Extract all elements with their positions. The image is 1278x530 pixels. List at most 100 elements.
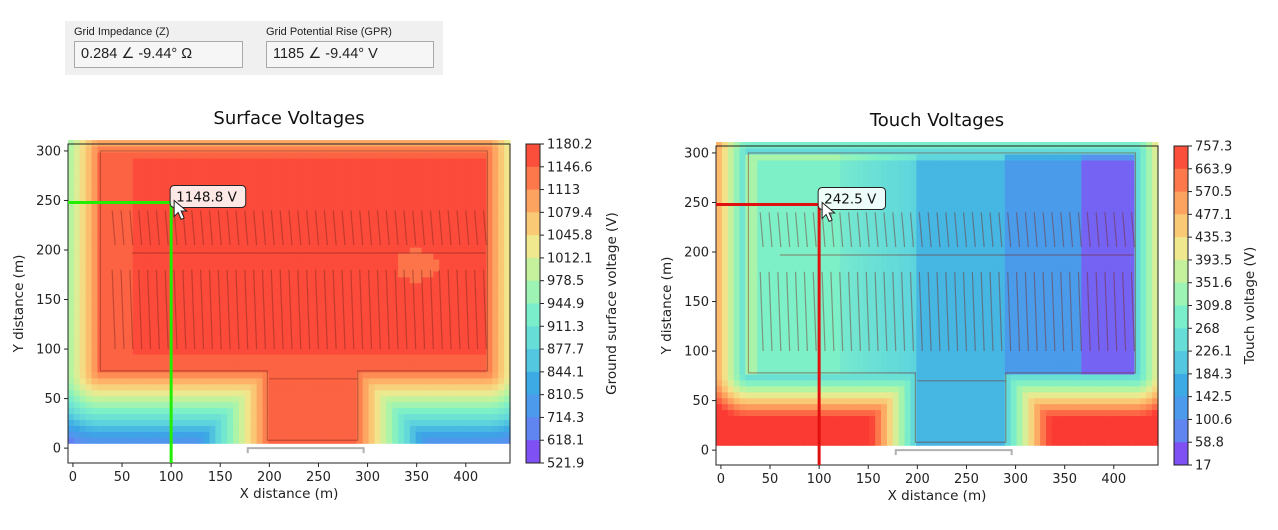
heatmap-cell xyxy=(126,229,134,236)
heatmap-cell xyxy=(792,308,800,316)
heatmap-cell xyxy=(769,189,776,197)
heatmap-cell xyxy=(386,169,393,177)
heatmap-cell xyxy=(780,290,788,298)
heatmap-cell xyxy=(368,389,376,397)
heatmap-cell xyxy=(392,330,399,337)
heatmap-cell xyxy=(739,272,747,280)
heatmap-cell xyxy=(415,342,423,349)
heatmap-cell xyxy=(409,342,417,349)
heatmap-cell xyxy=(274,163,281,171)
heatmap-cell xyxy=(150,169,157,177)
impedance-value-field[interactable]: 0.284 ∠ -9.44° Ω xyxy=(74,41,243,68)
heatmap-cell xyxy=(262,330,269,337)
heatmap-cell xyxy=(409,223,417,230)
heatmap-cell xyxy=(97,205,104,212)
heatmap-cell xyxy=(727,165,735,173)
colorbar-tick-label: 1079.4 xyxy=(547,206,593,221)
colorbar: 1180.21146.611131079.41045.81012.1978.59… xyxy=(525,138,620,472)
heatmap-cell xyxy=(774,385,782,393)
heatmap-cell xyxy=(421,377,429,385)
heatmap-cell xyxy=(144,294,152,302)
heatmap-cell xyxy=(333,437,340,444)
heatmap-cell xyxy=(339,395,346,403)
heatmap-cell xyxy=(745,225,752,232)
heatmap-cell xyxy=(362,140,370,147)
heatmap-cell xyxy=(121,377,128,385)
heatmap-cell xyxy=(721,249,729,256)
heatmap-cell xyxy=(415,324,423,331)
heatmap-cell xyxy=(804,344,811,351)
heatmap-cell xyxy=(244,193,252,201)
heatmap-cell xyxy=(262,389,269,397)
heatmap-cell xyxy=(203,318,211,325)
heatmap-cell xyxy=(468,371,476,379)
heatmap-cell xyxy=(132,389,140,397)
heatmap-cell xyxy=(792,249,800,256)
heatmap-cell xyxy=(103,229,110,236)
heatmap-cell xyxy=(221,437,228,444)
heatmap-cell xyxy=(115,270,122,278)
heatmap-cell xyxy=(504,270,511,278)
heatmap-cell xyxy=(504,169,511,177)
heatmap-cell xyxy=(462,407,470,415)
heatmap-cell xyxy=(291,151,299,159)
heatmap-cell xyxy=(156,354,163,361)
heatmap-cell xyxy=(268,163,275,171)
heatmap-cell xyxy=(380,330,387,337)
heatmap-cell xyxy=(474,425,482,432)
heatmap-cell xyxy=(433,318,440,325)
heatmap-cell xyxy=(79,300,87,308)
gpr-value-field[interactable]: 1185 ∠ -9.44° V xyxy=(266,41,434,68)
heatmap-cell xyxy=(733,320,741,327)
heatmap-cell xyxy=(474,342,482,349)
heatmap-cell xyxy=(368,157,376,165)
heatmap-cell xyxy=(250,145,258,153)
heatmap-cell xyxy=(398,383,405,391)
grid-outline xyxy=(99,150,489,441)
heatmap-cell xyxy=(280,395,287,403)
heatmap-cell xyxy=(798,243,805,250)
heatmap-cell xyxy=(233,258,240,266)
heatmap-cell xyxy=(392,354,399,361)
heatmap-cell xyxy=(474,247,482,254)
heatmap-cell xyxy=(156,401,163,409)
heatmap-cell xyxy=(439,264,446,272)
heatmap-cell xyxy=(209,288,216,296)
heatmap-cell xyxy=(451,247,458,254)
heatmap-cell xyxy=(486,276,493,284)
heatmap-cell xyxy=(191,437,199,444)
heatmap-cell xyxy=(203,336,211,343)
heatmap-cell xyxy=(227,389,234,397)
heatmap-cell xyxy=(233,401,240,409)
heatmap-cell xyxy=(97,395,104,403)
heatmap-cell xyxy=(745,183,752,191)
heatmap-cell xyxy=(427,342,434,349)
heatmap-cell xyxy=(280,211,287,218)
heatmap-cell xyxy=(97,365,104,373)
heatmap-cell xyxy=(344,145,352,153)
heatmap-cell xyxy=(380,199,387,207)
heatmap-cell xyxy=(121,324,128,331)
heatmap-cell xyxy=(474,294,482,302)
heatmap-cell xyxy=(344,169,352,177)
heatmap-cell xyxy=(138,217,146,224)
heatmap-cell xyxy=(339,288,346,296)
heatmap-cell xyxy=(179,425,187,432)
heatmap-cell xyxy=(721,403,729,411)
heatmap-cell xyxy=(486,437,493,444)
heatmap-cell xyxy=(126,425,134,432)
heatmap-cell xyxy=(757,142,764,149)
heatmap-cell xyxy=(356,247,364,254)
heatmap-cell xyxy=(73,276,81,284)
heatmap-cell xyxy=(97,276,104,284)
heatmap-cell xyxy=(221,324,228,331)
heatmap-cell xyxy=(156,324,163,331)
heatmap-cell xyxy=(392,401,399,409)
heatmap-cell xyxy=(716,415,723,423)
heatmap-cell xyxy=(409,395,417,403)
heatmap-cell xyxy=(339,348,346,355)
heatmap-cell xyxy=(221,377,228,385)
heatmap-cell xyxy=(804,403,811,411)
heatmap-cell xyxy=(427,187,434,195)
heatmap-cell xyxy=(315,157,323,165)
